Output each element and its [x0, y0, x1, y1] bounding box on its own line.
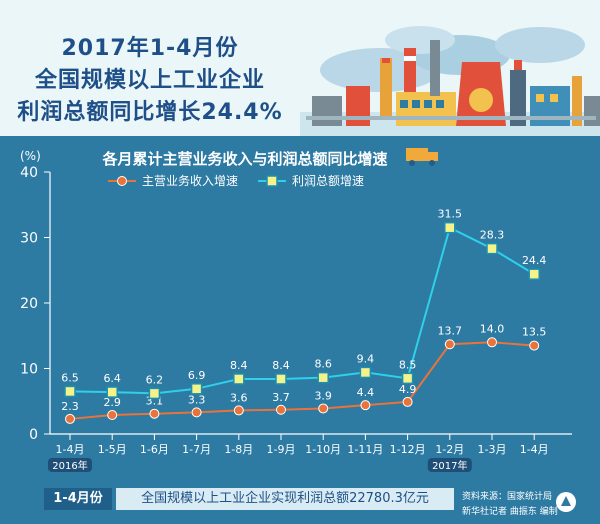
- data-point: [402, 396, 413, 407]
- series-1: 6.5 6.4 6.2 6.9 8.4 8.4 8.6 9.4 8.5 31.5 28.3 24.4: [61, 208, 547, 400]
- data-point: [106, 386, 118, 398]
- data-label: 6.9: [188, 369, 206, 382]
- data-label: 31.5: [438, 208, 463, 221]
- x-tick-label: 1-5月: [98, 443, 127, 456]
- x-tick-label: 1-6月: [140, 443, 169, 456]
- legend-marker: [266, 175, 278, 187]
- data-point: [444, 221, 456, 234]
- chart-title: 各月累计主营业务收入与利润总额同比增速: [101, 150, 387, 168]
- series-line: [69, 341, 535, 420]
- title-line-1: 2017年1-4月份: [61, 36, 239, 61]
- x-tick-label: 1-8月: [224, 443, 253, 456]
- legend-label: 利润总额增速: [292, 174, 364, 188]
- data-label: 14.0: [480, 322, 505, 335]
- data-point: [359, 366, 372, 379]
- title-line-2: 全国规模以上工业企业: [34, 68, 265, 93]
- data-label: 28.3: [480, 229, 505, 242]
- data-label: 6.5: [61, 371, 79, 384]
- data-point: [276, 404, 286, 415]
- data-point: [107, 410, 118, 421]
- data-point: [64, 385, 76, 398]
- year-badge: [48, 458, 92, 472]
- xinhua-logo-icon: [556, 492, 576, 512]
- y-axis-unit: (%): [20, 149, 41, 163]
- truck-icon: [406, 148, 438, 166]
- data-point: [444, 339, 455, 350]
- y-tick-label: 30: [20, 231, 38, 247]
- x-tick-label: 1-2月: [435, 443, 464, 456]
- year-label: 2017年: [432, 459, 467, 472]
- year-label: 2016年: [52, 459, 87, 472]
- data-label: 9.4: [357, 352, 375, 365]
- header-banner: 2017年1-4月份 全国规模以上工业企业 利润总额同比增长24.4%: [0, 0, 600, 136]
- line-chart: 各月累计主营业务收入与利润总额同比增速 (%) 主营业务收入增速 利润总额增速 0…: [20, 148, 572, 472]
- data-label: 8.4: [272, 359, 290, 372]
- data-point: [190, 383, 203, 395]
- x-tick-label: 1-11月: [347, 443, 383, 456]
- data-label: 13.7: [438, 324, 463, 337]
- data-point: [360, 400, 371, 411]
- footer-period-label: 1-4月份: [44, 488, 112, 510]
- legend-marker: [117, 176, 127, 186]
- series-0: 2.3 2.9 3.1 3.3 3.6 3.7 3.9 4.4 4.913.7 14.0 13.5: [61, 322, 547, 424]
- y-tick-label: 40: [20, 165, 38, 181]
- data-point: [233, 405, 244, 416]
- footer-summary: 全国规模以上工业企业实现利润总额22780.3亿元: [116, 488, 454, 510]
- series-line: [69, 226, 535, 395]
- data-source: 资料来源：国家统计局: [462, 492, 553, 502]
- data-label: 8.4: [230, 359, 248, 372]
- title-line-3: 利润总额同比增长24.4%: [17, 100, 283, 125]
- data-label: 4.9: [399, 383, 417, 396]
- data-point: [529, 340, 540, 351]
- credit-line: 新华社记者 曲振东 编制: [462, 507, 558, 517]
- data-point: [317, 371, 329, 384]
- x-tick-label: 1-3月: [478, 443, 507, 456]
- x-tick-label: 1-12月: [390, 443, 426, 456]
- data-point: [318, 403, 329, 414]
- x-tick-label: 1-4月: [520, 443, 549, 456]
- factory-illustration: [300, 26, 600, 136]
- y-tick-label: 0: [29, 427, 38, 443]
- data-label: 4.4: [357, 386, 375, 399]
- data-label: 8.6: [314, 358, 332, 371]
- data-point: [528, 268, 540, 280]
- x-tick-label: 1-7月: [182, 443, 211, 456]
- data-label: 24.4: [522, 254, 547, 267]
- year-badge: [427, 458, 472, 472]
- data-point: [233, 373, 245, 385]
- data-label: 3.3: [188, 393, 206, 406]
- y-tick-label: 10: [20, 362, 38, 378]
- data-point: [65, 413, 75, 424]
- data-point: [487, 337, 497, 348]
- legend: 主营业务收入增速 利润总额增速: [108, 173, 364, 188]
- legend-label: 主营业务收入增速: [142, 173, 238, 188]
- x-tick-label: 1-10月: [305, 443, 341, 456]
- data-label: 6.2: [146, 373, 164, 386]
- data-label: 3.6: [230, 391, 248, 404]
- data-label: 3.7: [272, 391, 290, 404]
- y-tick-label: 20: [20, 296, 38, 312]
- data-point: [486, 242, 498, 255]
- data-point: [401, 372, 414, 385]
- data-label: 2.3: [61, 400, 79, 413]
- data-point: [149, 408, 160, 419]
- data-label: 6.4: [103, 372, 121, 385]
- data-point: [275, 373, 287, 385]
- data-point: [148, 387, 161, 400]
- data-label: 3.9: [314, 389, 332, 402]
- data-label: 13.5: [522, 326, 547, 339]
- x-tick-label: 1-9月: [267, 443, 296, 456]
- data-label: 8.5: [399, 358, 417, 371]
- x-tick-label: 1-4月: [56, 443, 85, 456]
- data-label: 2.9: [103, 396, 121, 409]
- data-point: [191, 407, 202, 418]
